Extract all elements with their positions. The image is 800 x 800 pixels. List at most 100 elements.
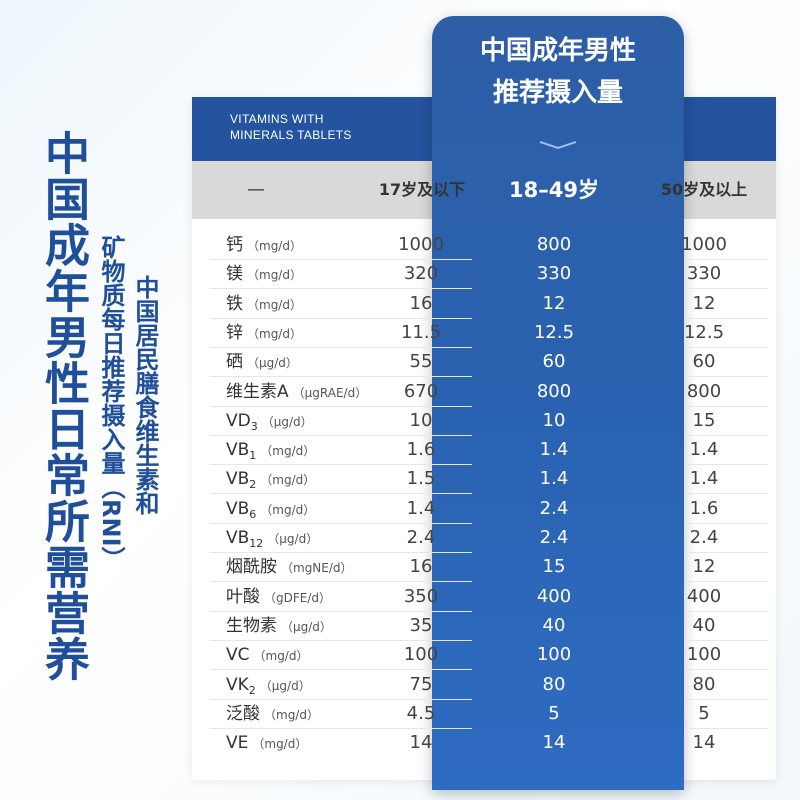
value-18-49: 100 [536, 644, 572, 665]
nutrient-subscript: 2 [248, 684, 256, 698]
value-under-17: 2.4 [406, 527, 436, 548]
value-50-plus: 400 [686, 586, 722, 607]
table-row: VD3 （μg/d） 10 10 15 [0, 406, 800, 435]
value-50-plus: 12 [692, 556, 716, 577]
value-50-plus: 1.6 [689, 498, 719, 519]
nutrient-unit: （μg/d） [267, 532, 319, 546]
row-divider [210, 493, 472, 494]
nutrient-label: VK2 （μg/d） [226, 670, 311, 699]
nutrient-label: VB1 （mg/d） [226, 435, 315, 464]
row-divider [684, 581, 768, 582]
row-divider [684, 318, 768, 319]
subtitle-line-2: 矿物质每日推荐摄入量（RNI） [97, 235, 125, 571]
value-18-49: 1.4 [539, 439, 569, 460]
nutrient-label: VD3 （μg/d） [226, 406, 313, 435]
tablet-label: VITAMINS WITH MINERALS TABLETS [230, 111, 352, 143]
row-divider [684, 259, 768, 260]
highlight-column [432, 16, 684, 790]
row-divider [210, 728, 472, 729]
value-50-plus: 60 [692, 351, 716, 372]
nutrient-subscript: 2 [249, 478, 257, 492]
nutrient-unit: （μg/d） [259, 679, 311, 693]
nutrient-unit: （μg/d） [281, 620, 332, 634]
nutrient-name: VB [226, 469, 250, 489]
nutrient-name: 叶酸 [226, 587, 260, 607]
nutrient-subscript: 12 [249, 537, 264, 551]
value-18-49: 14 [542, 732, 566, 753]
value-50-plus: 1.4 [689, 439, 719, 460]
chevron-down-icon [540, 141, 576, 150]
value-under-17: 16 [409, 556, 433, 577]
nutrient-label: VB2 （mg/d） [226, 464, 315, 493]
nutrient-name: 锌 [226, 323, 243, 343]
nutrient-label: 维生素A （μgRAE/d） [226, 377, 367, 406]
value-under-17: 320 [403, 263, 439, 284]
row-divider [684, 552, 768, 553]
value-50-plus: 14 [692, 732, 716, 753]
value-18-49: 15 [542, 556, 566, 577]
table-row: VC （mg/d） 100 100 100 [0, 640, 800, 669]
value-18-49: 40 [542, 615, 566, 636]
value-under-17: 1.5 [406, 468, 436, 489]
nutrient-name: 镁 [226, 264, 243, 284]
nutrient-subscript: 1 [249, 449, 257, 463]
nutrient-name: VK [226, 675, 249, 695]
tablet-label-line-1: VITAMINS WITH [230, 112, 324, 126]
row-divider [684, 699, 768, 700]
value-under-17: 1000 [398, 234, 444, 255]
value-18-49: 12.5 [533, 322, 575, 343]
page-title: 中国成年男性日常所需营养 [37, 130, 90, 682]
value-50-plus: 12 [692, 293, 716, 314]
value-under-17: 350 [403, 586, 439, 607]
row-divider [684, 611, 768, 612]
table-row: 生物素 （μg/d） 35 40 40 [0, 611, 800, 640]
nutrient-label: 叶酸 （gDFE/d） [226, 582, 331, 611]
nutrient-name: 泛酸 [226, 704, 260, 724]
row-divider [210, 259, 472, 260]
value-50-plus: 5 [698, 703, 710, 724]
value-under-17: 10 [409, 410, 433, 431]
value-18-49: 5 [548, 703, 560, 724]
nutrient-name: VB [226, 440, 250, 460]
nutrient-unit: （mg/d） [260, 503, 316, 517]
nutrient-subscript: 6 [249, 508, 257, 522]
nutrient-unit: （mgNE/d） [281, 561, 353, 575]
value-18-49: 800 [536, 234, 572, 255]
value-50-plus: 2.4 [689, 527, 719, 548]
nutrient-unit: （mg/d） [260, 444, 316, 458]
value-50-plus: 100 [686, 644, 722, 665]
row-divider [210, 318, 472, 319]
row-divider [684, 435, 768, 436]
nutrient-name: VB [226, 528, 250, 548]
value-under-17: 14 [409, 732, 433, 753]
row-divider [210, 464, 472, 465]
row-divider [210, 376, 472, 377]
column-header-item: — [247, 179, 265, 200]
nutrient-subscript: 3 [250, 420, 258, 434]
nutrient-label: VB12 （μg/d） [226, 523, 318, 552]
nutrient-name: 铁 [226, 294, 243, 314]
table-row: VB1 （mg/d） 1.6 1.4 1.4 [0, 435, 800, 464]
value-under-17: 1.4 [406, 498, 436, 519]
value-18-49: 80 [542, 674, 566, 695]
value-50-plus: 1.4 [689, 468, 719, 489]
row-divider [210, 552, 472, 553]
value-under-17: 16 [409, 293, 433, 314]
value-18-49: 2.4 [539, 527, 569, 548]
value-18-49: 2.4 [539, 498, 569, 519]
value-under-17: 1.6 [406, 439, 436, 460]
nutrient-name: 硒 [226, 352, 243, 372]
value-under-17: 4.5 [406, 703, 436, 724]
nutrient-name: 生物素 [226, 616, 277, 636]
table-row: 泛酸 （mg/d） 4.5 5 5 [0, 699, 800, 728]
nutrient-name: VB [226, 499, 250, 519]
table-row: 硒 （μg/d） 55 60 60 [0, 347, 800, 376]
nutrient-unit: （mg/d） [253, 649, 309, 663]
table-row: VB12 （μg/d） 2.4 2.4 2.4 [0, 523, 800, 552]
row-divider [684, 376, 768, 377]
nutrient-unit: （μg/d） [247, 356, 298, 370]
row-divider [684, 464, 768, 465]
nutrient-unit: （mg/d） [247, 268, 302, 282]
nutrient-name: 维生素A [226, 382, 289, 402]
nutrient-label: 铁 （mg/d） [226, 289, 302, 318]
